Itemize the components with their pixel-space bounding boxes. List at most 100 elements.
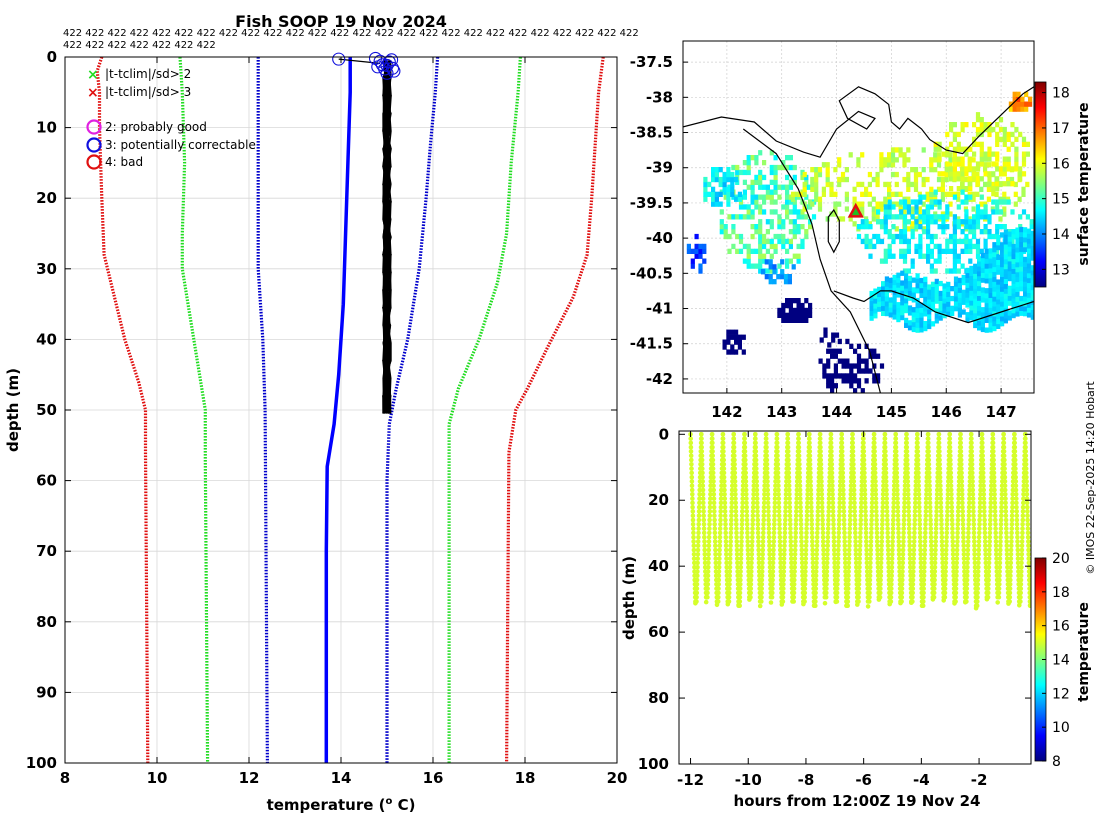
- sst-pixel: [887, 214, 892, 220]
- sst-pixel: [1029, 224, 1034, 230]
- section-down-point: [906, 513, 912, 518]
- section-up-point: [729, 509, 734, 514]
- sst-pixel: [785, 184, 790, 190]
- sst-pixel: [796, 302, 801, 309]
- sst-pixel: [949, 268, 954, 274]
- sst-pixel: [864, 186, 869, 192]
- section-down-point: [778, 564, 783, 570]
- section-up-point: [770, 590, 775, 596]
- section-up-point: [815, 530, 820, 536]
- section-down-point: [764, 453, 769, 459]
- sst-pixel: [898, 152, 903, 158]
- section-down-point: [896, 530, 901, 536]
- section-up-point: [978, 492, 983, 497]
- section-up-point: [997, 556, 1003, 561]
- sst-pixel: [1030, 235, 1034, 241]
- sst-pixel: [945, 224, 950, 230]
- section-up-point: [987, 534, 993, 540]
- sst-pixel: [844, 196, 849, 202]
- sst-pixel: [737, 334, 742, 340]
- sst-pixel: [1003, 263, 1008, 270]
- section-down-point: [810, 560, 816, 566]
- section-down-point: [842, 534, 847, 540]
- section-down-point: [691, 530, 696, 536]
- section-down-point: [927, 492, 933, 497]
- sst-pixel: [881, 305, 886, 311]
- sst-pixel: [946, 311, 951, 317]
- section-up-point: [836, 530, 842, 536]
- sst-pixel: [907, 280, 913, 286]
- sst-pixel: [758, 268, 763, 274]
- section-up-point: [911, 539, 917, 544]
- section-down-point: [810, 552, 815, 557]
- sst-pixel: [1006, 181, 1011, 187]
- section-up-point: [760, 560, 765, 566]
- section-down-point: [744, 492, 749, 497]
- section-up-point: [740, 504, 745, 510]
- sst-pixel: [890, 162, 896, 168]
- sst-pixel: [746, 204, 751, 210]
- section-up-point: [782, 543, 787, 548]
- section-down-point: [1025, 526, 1031, 531]
- sst-pixel: [686, 248, 691, 254]
- sst-pixel: [972, 171, 977, 177]
- sst-pixel: [990, 206, 995, 212]
- sst-pixel: [996, 264, 1001, 270]
- sst-pixel: [1030, 250, 1034, 256]
- section-up-point: [803, 552, 809, 557]
- sst-pixel: [949, 122, 954, 128]
- section-down-point: [766, 534, 772, 540]
- sst-pixel: [1018, 224, 1023, 230]
- sst-pixel: [808, 184, 813, 190]
- sst-pixel: [735, 164, 740, 171]
- section-up-point: [1019, 539, 1025, 544]
- section-down-point: [789, 560, 794, 566]
- section-down-point: [829, 444, 834, 450]
- section-down-point: [799, 543, 804, 548]
- section-down-point: [702, 560, 708, 566]
- sst-pixel: [972, 141, 977, 147]
- sst-pixel: [762, 184, 767, 190]
- section-down-point: [927, 479, 932, 484]
- sst-pixel: [872, 243, 877, 250]
- section-up-point: [805, 500, 810, 506]
- section-down-point: [776, 509, 782, 514]
- sst-pixel: [995, 224, 1000, 230]
- section-up-point: [880, 492, 886, 497]
- section-down-point: [991, 462, 996, 467]
- sst-pixel: [910, 199, 915, 205]
- section-up-point: [965, 539, 971, 544]
- section-down-point: [864, 543, 869, 548]
- section-down-point: [799, 556, 805, 561]
- sst-pixel: [917, 171, 922, 178]
- section-down-point: [927, 496, 933, 501]
- section-down-point: [776, 487, 781, 493]
- sst-pixel: [758, 209, 763, 215]
- sst-pixel: [730, 186, 735, 192]
- section-down-point: [948, 470, 954, 476]
- section-up-point: [813, 594, 818, 600]
- sst-pixel: [953, 296, 959, 302]
- section-down-point: [766, 509, 771, 514]
- section-up-point: [708, 487, 713, 493]
- section-up-point: [719, 487, 724, 493]
- section-up-point: [847, 526, 853, 531]
- section-up-point: [826, 513, 831, 518]
- section-down-point: [863, 530, 869, 536]
- section-up-point: [781, 564, 787, 570]
- sst-pixel: [887, 248, 892, 254]
- sst-pixel: [979, 201, 984, 207]
- section-up-point: [825, 547, 830, 553]
- section-down-point: [841, 504, 846, 510]
- section-down-point: [969, 453, 975, 459]
- sst-pixel: [899, 214, 904, 220]
- sst-pixel: [773, 209, 778, 215]
- section-down-point: [788, 522, 793, 527]
- section-down-point: [1001, 453, 1007, 459]
- sst-pixel: [800, 214, 805, 220]
- sst-pixel: [1016, 106, 1021, 112]
- sst-pixel: [796, 298, 801, 304]
- section-down-point: [820, 522, 825, 527]
- sst-pixel: [864, 224, 869, 230]
